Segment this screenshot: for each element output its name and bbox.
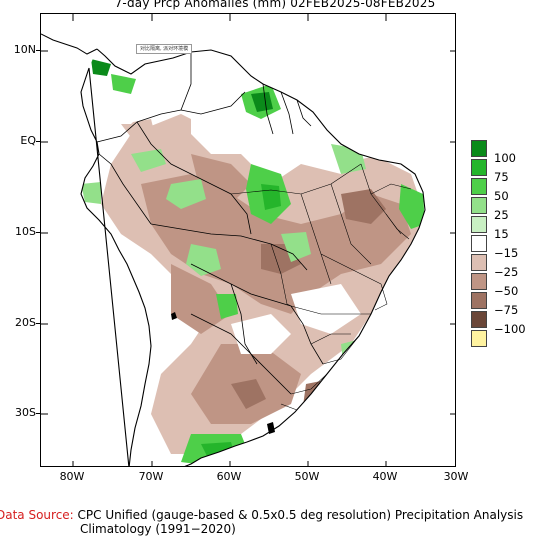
country-boundaries bbox=[96, 52, 324, 395]
graticule-ticks bbox=[41, 14, 455, 466]
legend-swatch bbox=[471, 140, 487, 157]
data-source-line: Data Source: CPC Unified (gauge-based & … bbox=[0, 508, 523, 522]
lat-tick bbox=[36, 50, 40, 51]
lake-titicaca bbox=[171, 312, 177, 320]
lon-label-60w: 60W bbox=[216, 470, 242, 483]
lat-label-eq: EQ bbox=[20, 134, 36, 147]
legend-label: 75 bbox=[494, 170, 509, 184]
legend-swatch bbox=[471, 197, 487, 214]
legend-swatch bbox=[471, 159, 487, 176]
legend-label: 100 bbox=[494, 151, 516, 165]
lat-label-30s: 30S bbox=[15, 406, 36, 419]
legend-swatch bbox=[471, 292, 487, 309]
lat-tick bbox=[36, 323, 40, 324]
precipitation-anomaly-map bbox=[40, 13, 456, 467]
legend-label: 50 bbox=[494, 189, 509, 203]
state-boundaries bbox=[230, 163, 412, 411]
legend-label: −25 bbox=[494, 265, 519, 279]
data-source-label: Data Source: bbox=[0, 508, 74, 522]
legend-swatch bbox=[471, 235, 487, 252]
legend-swatch bbox=[471, 330, 487, 347]
watermark-stamp: 对比隔离, 派对环境模 bbox=[136, 44, 193, 54]
climatology-line: Climatology (1991−2020) bbox=[80, 522, 236, 536]
map-canvas bbox=[41, 14, 455, 466]
coastline bbox=[80, 48, 426, 466]
legend-swatch bbox=[471, 254, 487, 271]
lat-label-10s: 10S bbox=[15, 225, 36, 238]
legend-label: 25 bbox=[494, 208, 509, 222]
lat-label-10n: 10N bbox=[13, 43, 36, 56]
lon-label-70w: 70W bbox=[138, 470, 164, 483]
lat-tick bbox=[36, 413, 40, 414]
legend-label: 15 bbox=[494, 227, 509, 241]
lon-label-40w: 40W bbox=[372, 470, 398, 483]
legend-label: −50 bbox=[494, 284, 519, 298]
lat-label-20s: 20S bbox=[15, 316, 36, 329]
legend-label: −15 bbox=[494, 246, 519, 260]
legend-label: −75 bbox=[494, 303, 519, 317]
lagoa-dos-patos bbox=[267, 422, 275, 434]
legend-label: −100 bbox=[494, 322, 526, 336]
legend-swatch bbox=[471, 273, 487, 290]
lon-label-80w: 80W bbox=[59, 470, 85, 483]
legend-swatch bbox=[471, 178, 487, 195]
legend-swatch bbox=[471, 216, 487, 233]
lat-tick bbox=[36, 141, 40, 142]
lat-tick bbox=[36, 232, 40, 233]
lon-label-30w: 30W bbox=[443, 470, 469, 483]
map-title: 7-day Prcp Anomalies (mm) 02FEB2025-08FE… bbox=[114, 0, 436, 10]
central-america-outline bbox=[41, 33, 98, 55]
lon-label-50w: 50W bbox=[294, 470, 320, 483]
data-source-text: CPC Unified (gauge-based & 0.5x0.5 deg r… bbox=[73, 508, 524, 522]
legend-swatch bbox=[471, 311, 487, 328]
